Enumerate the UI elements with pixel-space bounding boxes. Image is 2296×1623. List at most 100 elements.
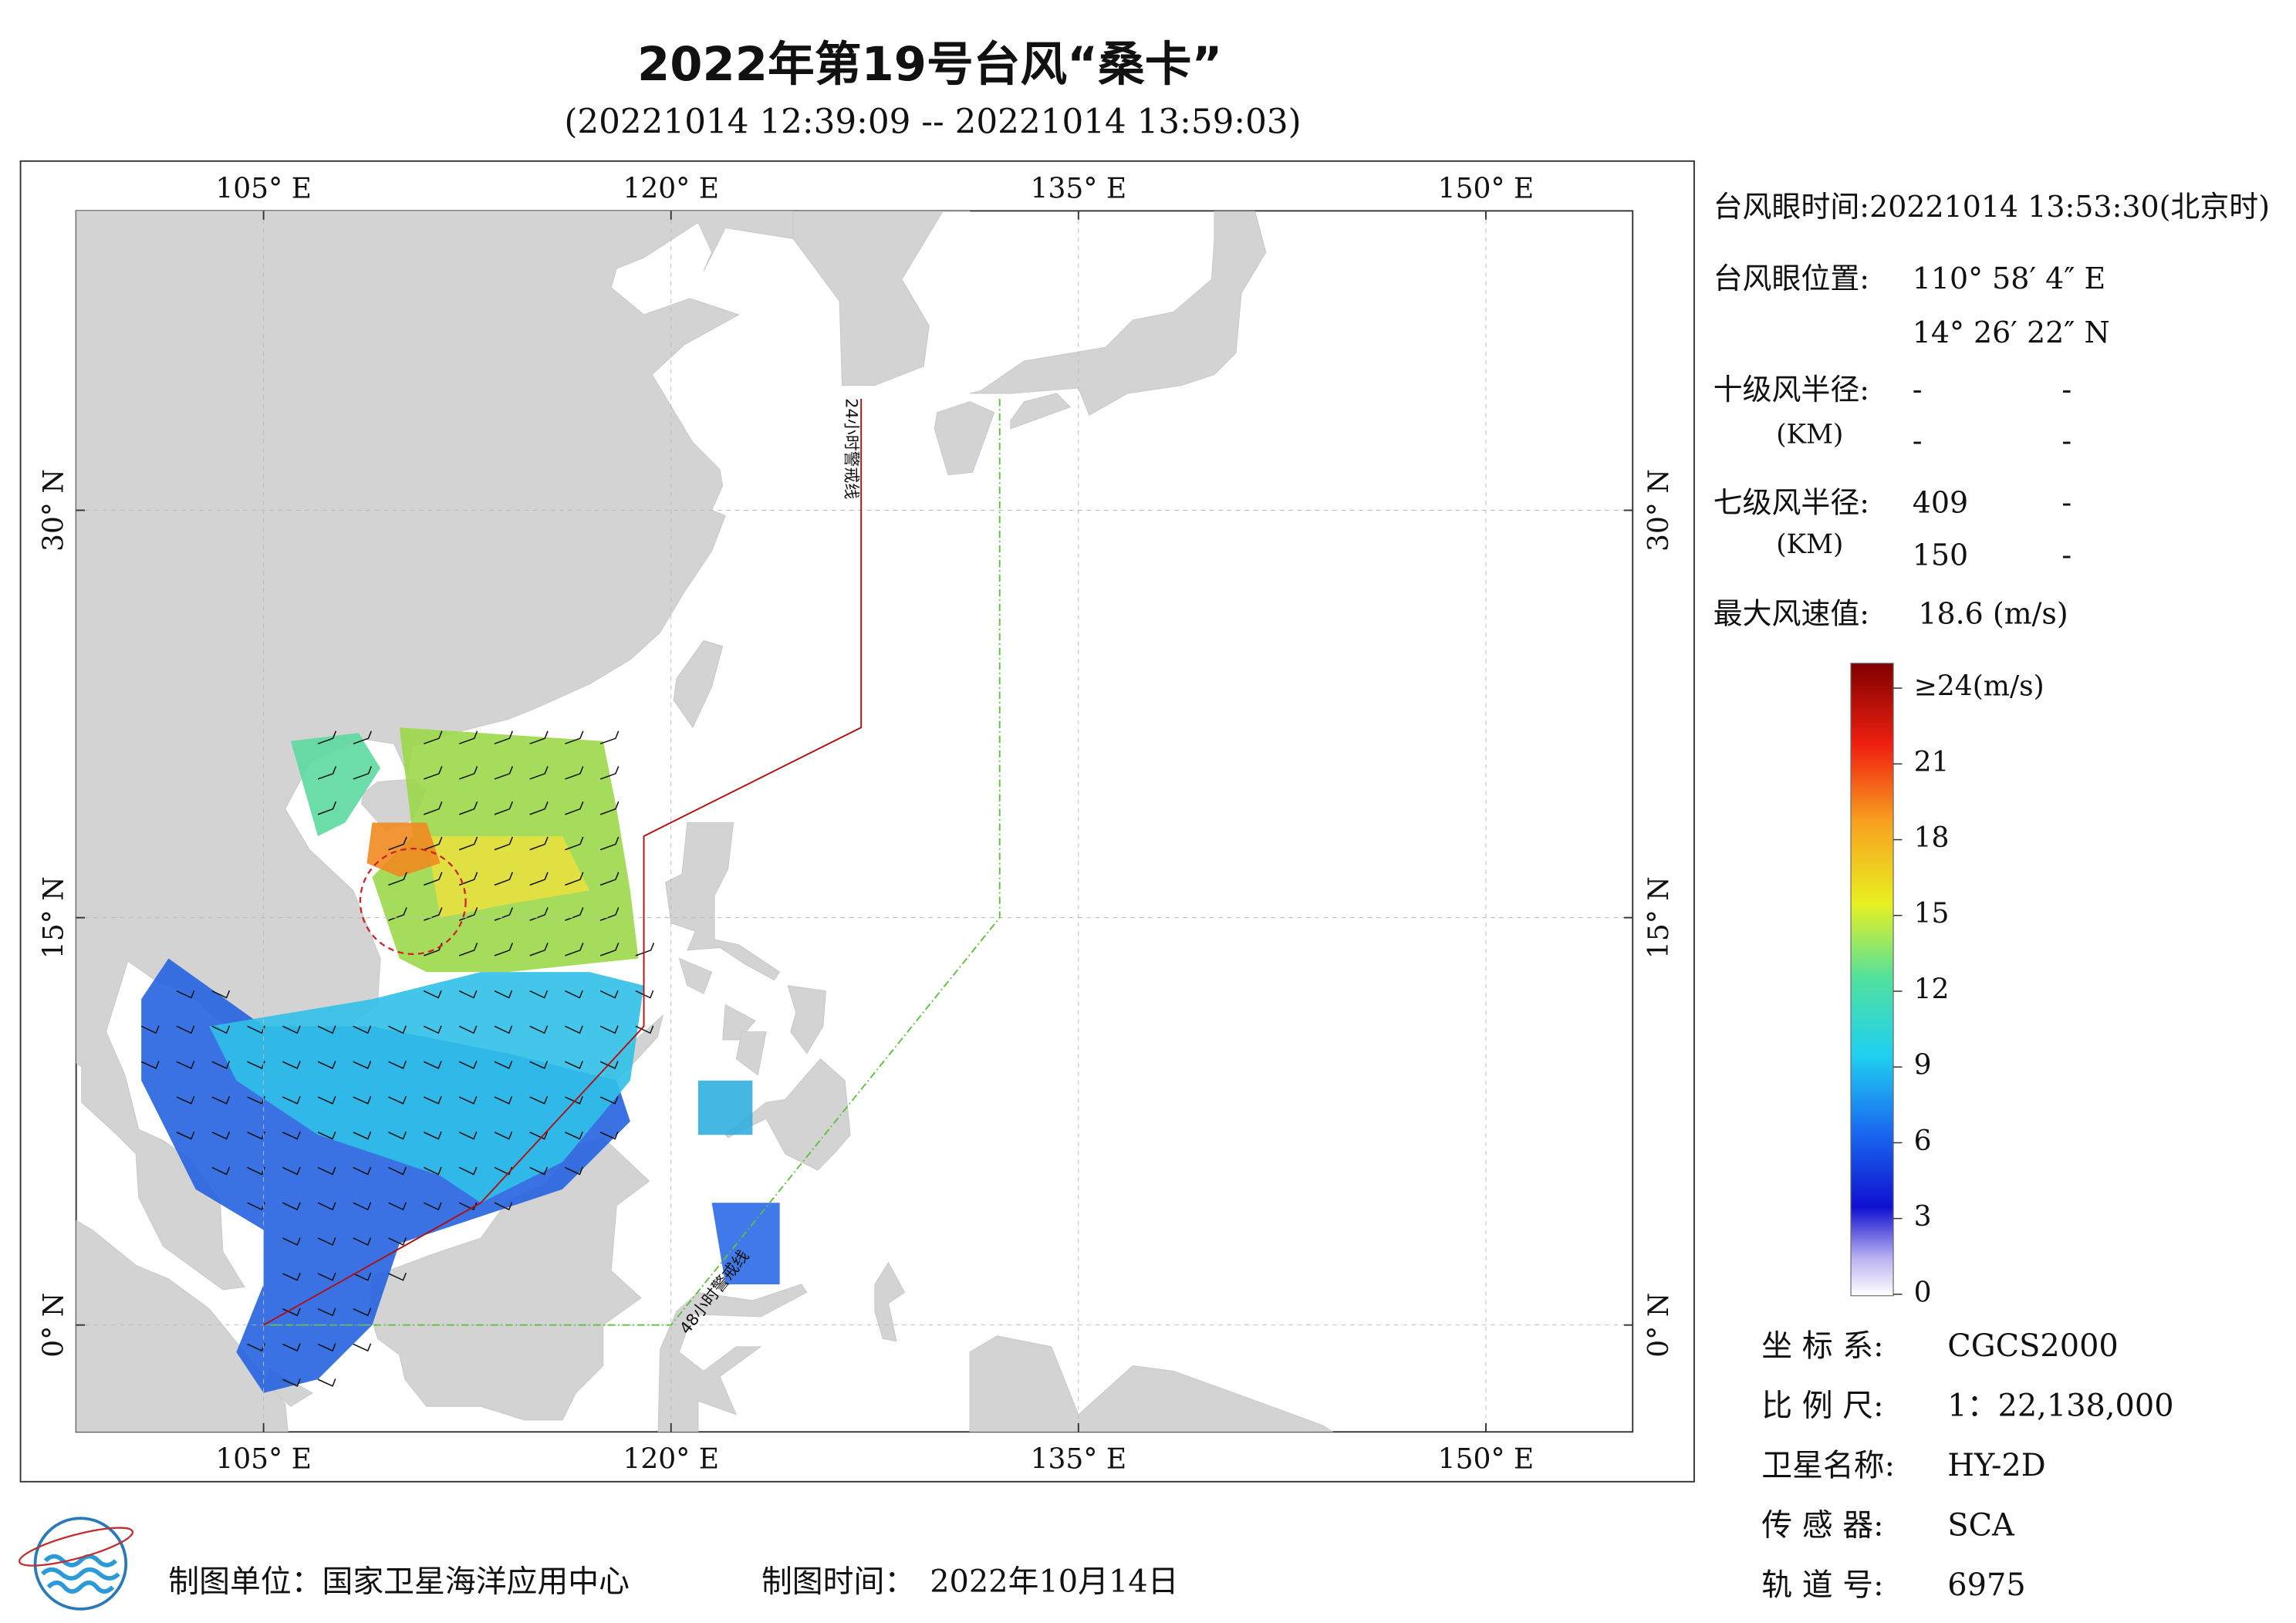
wind-barb bbox=[565, 943, 584, 957]
r7-value: - bbox=[2061, 485, 2071, 519]
wind-barb bbox=[565, 836, 584, 851]
wind-barb bbox=[423, 1131, 442, 1140]
frame bbox=[19, 160, 1695, 1483]
lon-tick-label: 105° E bbox=[215, 1443, 312, 1476]
wind-barb bbox=[458, 1025, 478, 1034]
wind-barb bbox=[529, 766, 549, 780]
wind-barb bbox=[599, 990, 619, 999]
wind-barb bbox=[353, 1061, 372, 1070]
wind-barb bbox=[282, 1378, 301, 1387]
wind-barb bbox=[211, 1131, 231, 1140]
wind-barb bbox=[599, 1061, 619, 1070]
wind-barb bbox=[494, 1025, 513, 1034]
wind-barb bbox=[529, 801, 549, 815]
wind-barb bbox=[635, 1025, 654, 1034]
wind-barb bbox=[211, 1095, 231, 1105]
lon-tick-label: 120° E bbox=[623, 1443, 719, 1476]
wind-barb bbox=[211, 1025, 231, 1034]
wind-barb bbox=[353, 1131, 372, 1140]
wind-barb bbox=[353, 1308, 372, 1317]
wind-barb bbox=[529, 1166, 549, 1176]
land-polygon bbox=[665, 822, 781, 981]
wind-barb bbox=[176, 1131, 195, 1140]
r10-value: - bbox=[2061, 373, 2071, 407]
meta-label: 坐 标 系: bbox=[1761, 1328, 1883, 1364]
wind-barb bbox=[388, 907, 407, 921]
wind-barb bbox=[565, 907, 584, 921]
wind-barb bbox=[635, 943, 655, 957]
wind-barb bbox=[282, 1237, 301, 1246]
wind-barb bbox=[424, 872, 443, 886]
wind-barb bbox=[388, 1095, 407, 1105]
lon-tick-label: 105° E bbox=[215, 172, 312, 204]
wind-patch bbox=[697, 1080, 753, 1135]
r10-value: - bbox=[1913, 373, 1923, 407]
meta-value: 1：22,138,000 bbox=[1947, 1388, 2173, 1424]
wind-barb bbox=[458, 943, 478, 957]
wind-barb bbox=[599, 907, 620, 921]
graticule: 105° E 105° E 120° E 120° E 135° E 135° E 150°… bbox=[38, 172, 1675, 1475]
colorbar-label: 9 bbox=[1914, 1049, 1932, 1081]
land-polygon bbox=[735, 1031, 767, 1076]
wind-barb bbox=[529, 1025, 549, 1034]
wind-barb bbox=[458, 1166, 478, 1176]
wind-barb bbox=[176, 1025, 195, 1034]
wind-barb bbox=[494, 731, 513, 744]
wind-barb bbox=[317, 1202, 336, 1211]
wind-barb bbox=[211, 1166, 231, 1176]
subtitle: (20221014 12:39:09 -- 20221014 13:59:03) bbox=[564, 102, 1301, 141]
land-polygon bbox=[722, 1004, 756, 1041]
wind-patch bbox=[290, 733, 381, 836]
wind-barb bbox=[176, 1061, 195, 1070]
wind-barb bbox=[565, 1061, 583, 1070]
land-polygon bbox=[934, 401, 995, 476]
wind-barb bbox=[458, 766, 478, 780]
wind-barb bbox=[599, 943, 620, 957]
wind-barb bbox=[353, 731, 373, 744]
wind-barb bbox=[458, 801, 478, 815]
lon-tick-label: 120° E bbox=[623, 172, 719, 204]
wind-barb bbox=[282, 1061, 301, 1070]
wind-barb bbox=[282, 1202, 301, 1211]
wind-barb bbox=[529, 990, 549, 999]
wind-barb bbox=[353, 1202, 372, 1211]
meta-label: 轨 道 号: bbox=[1761, 1567, 1883, 1603]
colorbar bbox=[1850, 663, 1894, 1297]
wind-barb bbox=[140, 1025, 160, 1034]
wind-barb bbox=[458, 836, 478, 851]
wind-barb bbox=[458, 872, 478, 886]
wind-barb bbox=[529, 1131, 549, 1140]
meta-value: CGCS2000 bbox=[1947, 1328, 2119, 1364]
meta-value: 6975 bbox=[1947, 1567, 2025, 1603]
wind-barb bbox=[353, 1166, 372, 1176]
warning-line-24h bbox=[263, 399, 863, 1326]
wind-barb bbox=[353, 1272, 372, 1281]
wind-barb bbox=[458, 907, 478, 921]
land-polygon bbox=[787, 984, 826, 1054]
wind-barb bbox=[388, 836, 407, 851]
wind-patch bbox=[426, 835, 590, 918]
land-polygon bbox=[678, 957, 713, 994]
meta-label: 比 例 尺: bbox=[1761, 1388, 1883, 1424]
title: 2022年第19号台风“桑卡” bbox=[637, 38, 1222, 92]
wind-barb bbox=[388, 1202, 407, 1211]
wind-barb bbox=[494, 872, 513, 886]
wind-barb bbox=[565, 766, 584, 780]
wind-barb bbox=[423, 1061, 442, 1070]
wind-barb bbox=[423, 1202, 442, 1211]
lat-tick-label: 15° N bbox=[38, 876, 70, 959]
wind-barb bbox=[529, 943, 549, 957]
wind-barb bbox=[176, 990, 195, 999]
wind-barb bbox=[529, 1061, 549, 1070]
wind-barb bbox=[282, 1343, 301, 1352]
colorbar-label: 0 bbox=[1914, 1276, 1932, 1308]
max-wind-label: 最大风速值: bbox=[1714, 597, 1869, 631]
wind-barb bbox=[317, 1343, 336, 1352]
max-wind: 18.6 (m/s) bbox=[1918, 597, 2068, 631]
r10-value: - bbox=[2061, 424, 2071, 458]
r10-unit: (KM) bbox=[1776, 420, 1843, 450]
wind-barb bbox=[388, 1061, 407, 1070]
lon-tick-label: 135° E bbox=[1031, 1443, 1127, 1476]
wind-barb bbox=[317, 1308, 336, 1317]
wind-barb bbox=[424, 731, 443, 744]
